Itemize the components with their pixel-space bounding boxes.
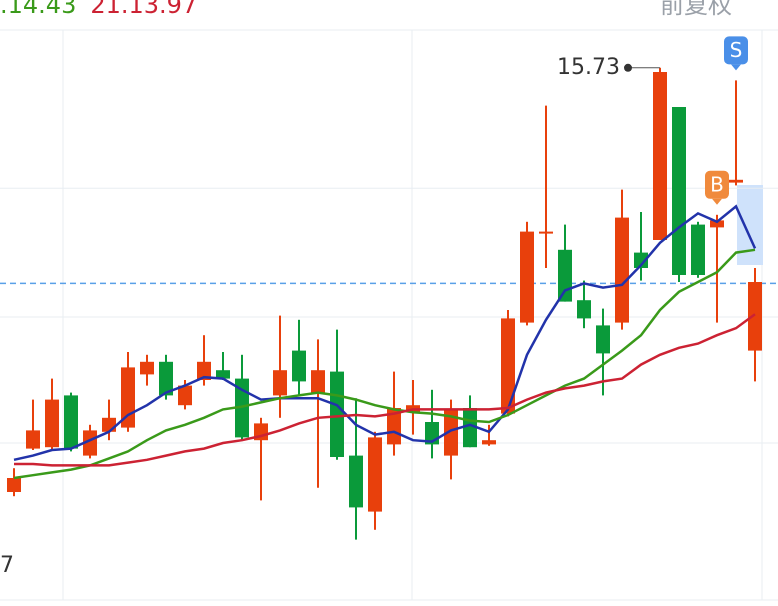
candle-body [197, 361, 211, 380]
candle-body [159, 361, 173, 396]
legend-label: 21.13.97 [90, 0, 197, 19]
candle-body [292, 350, 306, 382]
trade-marker-tip [731, 64, 741, 71]
ma-line [13, 204, 757, 462]
candle-body [710, 220, 724, 228]
ma-line [14, 313, 756, 467]
candle-body [83, 430, 97, 456]
candle-body [577, 300, 591, 319]
candle-body [140, 361, 154, 375]
candle-body [729, 179, 743, 183]
candle-body [178, 385, 192, 406]
trade-marker-label: B [710, 172, 724, 196]
candle-body [520, 231, 534, 323]
candle-body [273, 370, 287, 396]
annotation-dot [624, 63, 632, 72]
candle-body [26, 430, 40, 449]
candle-body [311, 370, 325, 393]
candle-body [482, 440, 496, 445]
candle-body [444, 409, 458, 456]
legend-label: .14.43 [0, 0, 76, 19]
candle-body [64, 395, 78, 449]
trade-marker-tip [712, 198, 722, 205]
trade-marker-label: S [730, 38, 743, 62]
candle-body [235, 378, 249, 438]
adjust-label[interactable]: 前复权 [660, 0, 732, 19]
candle-body [387, 408, 401, 445]
annotation-label: 15.73 [557, 55, 620, 80]
candle-body [368, 437, 382, 512]
candle-body [691, 224, 705, 275]
candle-body [463, 408, 477, 448]
candle-body [216, 370, 230, 379]
candle-body [596, 325, 610, 354]
candle-body [634, 252, 648, 268]
candle-body [748, 282, 762, 351]
candle-body [330, 371, 344, 457]
candle-body [558, 249, 572, 302]
candle-body [615, 217, 629, 323]
axis-fragment: 7 [0, 553, 14, 578]
candle-body [653, 72, 667, 240]
candle-body [349, 455, 363, 508]
trade-marker [705, 170, 729, 199]
trade-marker [724, 36, 748, 65]
ma-line [13, 248, 756, 480]
candle-body [501, 318, 515, 414]
candle-body [672, 107, 686, 275]
candle-body [45, 399, 59, 448]
candle-body [102, 417, 116, 432]
candle-body [7, 478, 21, 492]
candle-body [539, 231, 553, 234]
